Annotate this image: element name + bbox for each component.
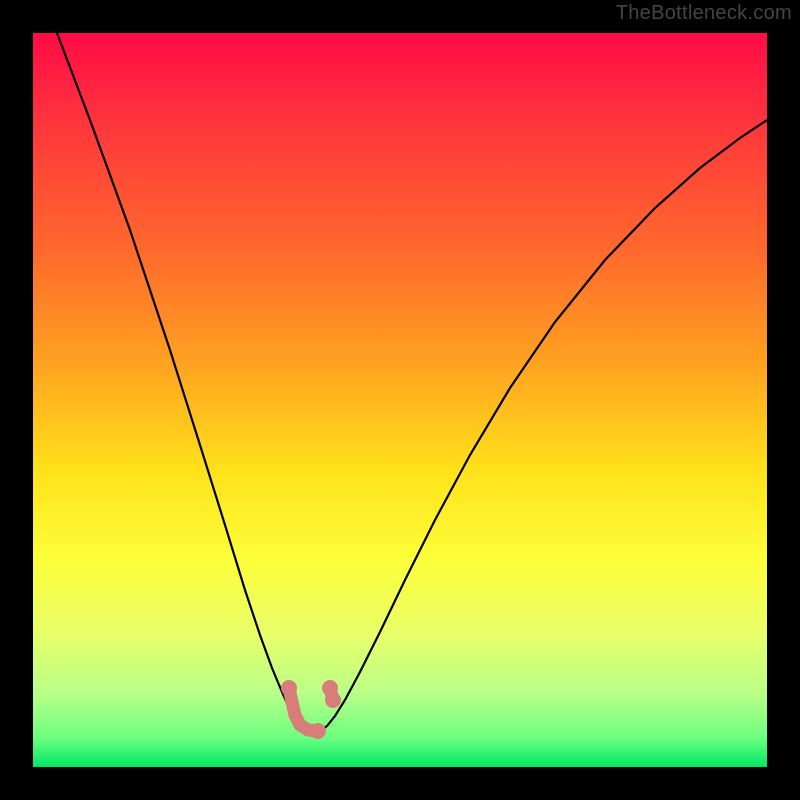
gradient-background bbox=[33, 33, 767, 767]
plot-area bbox=[33, 33, 767, 767]
canvas-root: TheBottleneck.com bbox=[0, 0, 800, 800]
watermark-text: TheBottleneck.com bbox=[616, 2, 792, 25]
